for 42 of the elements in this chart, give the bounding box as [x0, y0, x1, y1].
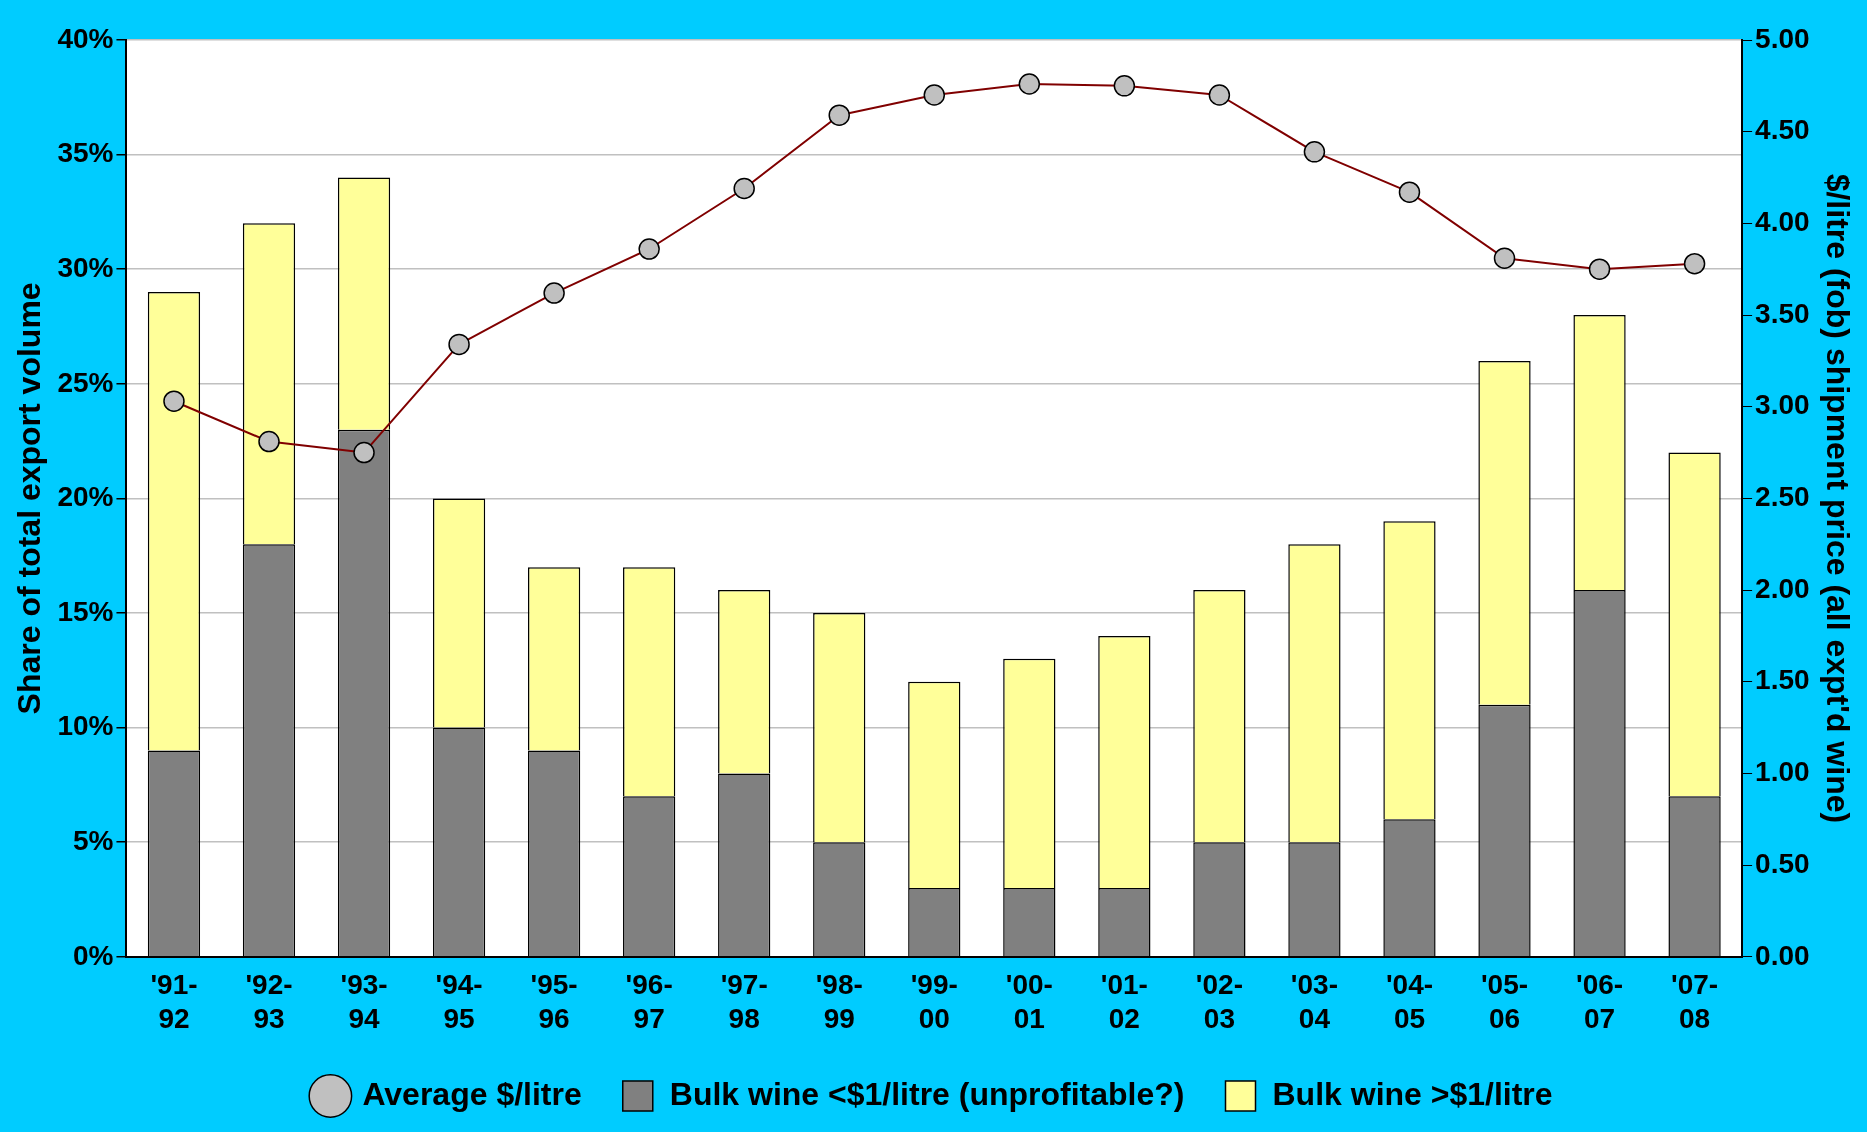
y-tick-label: 30%: [57, 251, 114, 283]
y2-tick-label: 3.50: [1755, 297, 1810, 329]
y-tick-label: 20%: [57, 481, 114, 513]
y2-tick-label: 2.50: [1755, 481, 1810, 513]
x-tick-label: '97-98: [720, 969, 768, 1034]
y2-axis-title: $/litre (fob) shipment price (all expt'd wine): [1819, 173, 1856, 824]
x-tick-label: '93-94: [340, 969, 388, 1034]
y2-tick-label: 1.50: [1755, 664, 1810, 696]
y2-tick-label: 2.00: [1755, 572, 1810, 604]
y-tick-label: 5%: [72, 824, 114, 856]
y2-tick-label: 1.00: [1755, 756, 1810, 788]
x-tick-label: '91-92: [150, 969, 198, 1034]
y-tick-label: 40%: [57, 22, 114, 54]
y-tick-label: 25%: [57, 366, 114, 398]
x-tick-label: '94-95: [435, 969, 483, 1034]
x-tick-label: '04-05: [1385, 969, 1434, 1034]
x-tick-label: '02-03: [1195, 969, 1243, 1034]
y-tick-label: 15%: [57, 595, 114, 627]
legend-label: Bulk wine >$1/litre: [1272, 1075, 1553, 1112]
x-tick-label: '06-07: [1575, 969, 1624, 1034]
x-tick-label: '95-96: [530, 969, 578, 1034]
legend-label: Bulk wine <$1/litre (unprofitable?): [669, 1075, 1185, 1112]
x-tick-label: '92-93: [245, 969, 293, 1034]
x-tick-label: '00-01: [1005, 969, 1053, 1034]
y-axis-title: Share of total export volume: [11, 282, 48, 715]
y2-tick-label: 4.00: [1755, 206, 1810, 238]
y2-tick-label: 5.00: [1755, 22, 1810, 54]
x-tick-label: '96-97: [625, 969, 673, 1034]
x-tick-label: '01-02: [1100, 969, 1148, 1034]
x-tick-label: '99-00: [910, 969, 958, 1034]
x-tick-label: '07-08: [1671, 969, 1719, 1034]
x-tick-label: '03-04: [1290, 969, 1338, 1034]
y2-tick-label: 3.00: [1755, 389, 1810, 421]
y-tick-label: 0%: [72, 939, 114, 971]
y-tick-label: 35%: [57, 137, 114, 169]
y2-tick-label: 0.50: [1755, 847, 1810, 879]
x-tick-label: '98-99: [815, 969, 863, 1034]
y2-tick-label: 0.00: [1755, 939, 1810, 971]
x-tick-label: '05-06: [1480, 969, 1529, 1034]
legend-label: Average $/litre: [362, 1075, 582, 1112]
y-tick-label: 10%: [57, 710, 114, 742]
y2-tick-label: 4.50: [1755, 114, 1810, 146]
